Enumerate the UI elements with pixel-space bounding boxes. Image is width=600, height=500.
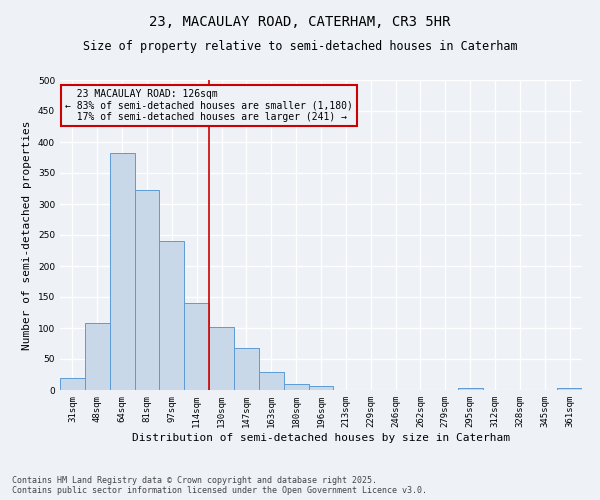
Bar [85, 323, 110, 390]
Bar [308, 386, 334, 390]
Bar [160, 240, 184, 390]
Text: Size of property relative to semi-detached houses in Caterham: Size of property relative to semi-detach… [83, 40, 517, 53]
Bar [60, 378, 85, 390]
Bar [259, 372, 284, 390]
Bar [209, 328, 234, 390]
Bar [134, 190, 160, 390]
Text: 23, MACAULAY ROAD, CATERHAM, CR3 5HR: 23, MACAULAY ROAD, CATERHAM, CR3 5HR [149, 15, 451, 29]
Bar [110, 152, 134, 390]
Bar [184, 302, 209, 390]
Y-axis label: Number of semi-detached properties: Number of semi-detached properties [22, 120, 32, 350]
Bar [234, 348, 259, 390]
Bar [557, 388, 582, 390]
Bar [284, 384, 308, 390]
X-axis label: Distribution of semi-detached houses by size in Caterham: Distribution of semi-detached houses by … [132, 432, 510, 442]
Bar [458, 388, 482, 390]
Text: Contains HM Land Registry data © Crown copyright and database right 2025.
Contai: Contains HM Land Registry data © Crown c… [12, 476, 427, 495]
Text: 23 MACAULAY ROAD: 126sqm
← 83% of semi-detached houses are smaller (1,180)
  17%: 23 MACAULAY ROAD: 126sqm ← 83% of semi-d… [65, 90, 353, 122]
